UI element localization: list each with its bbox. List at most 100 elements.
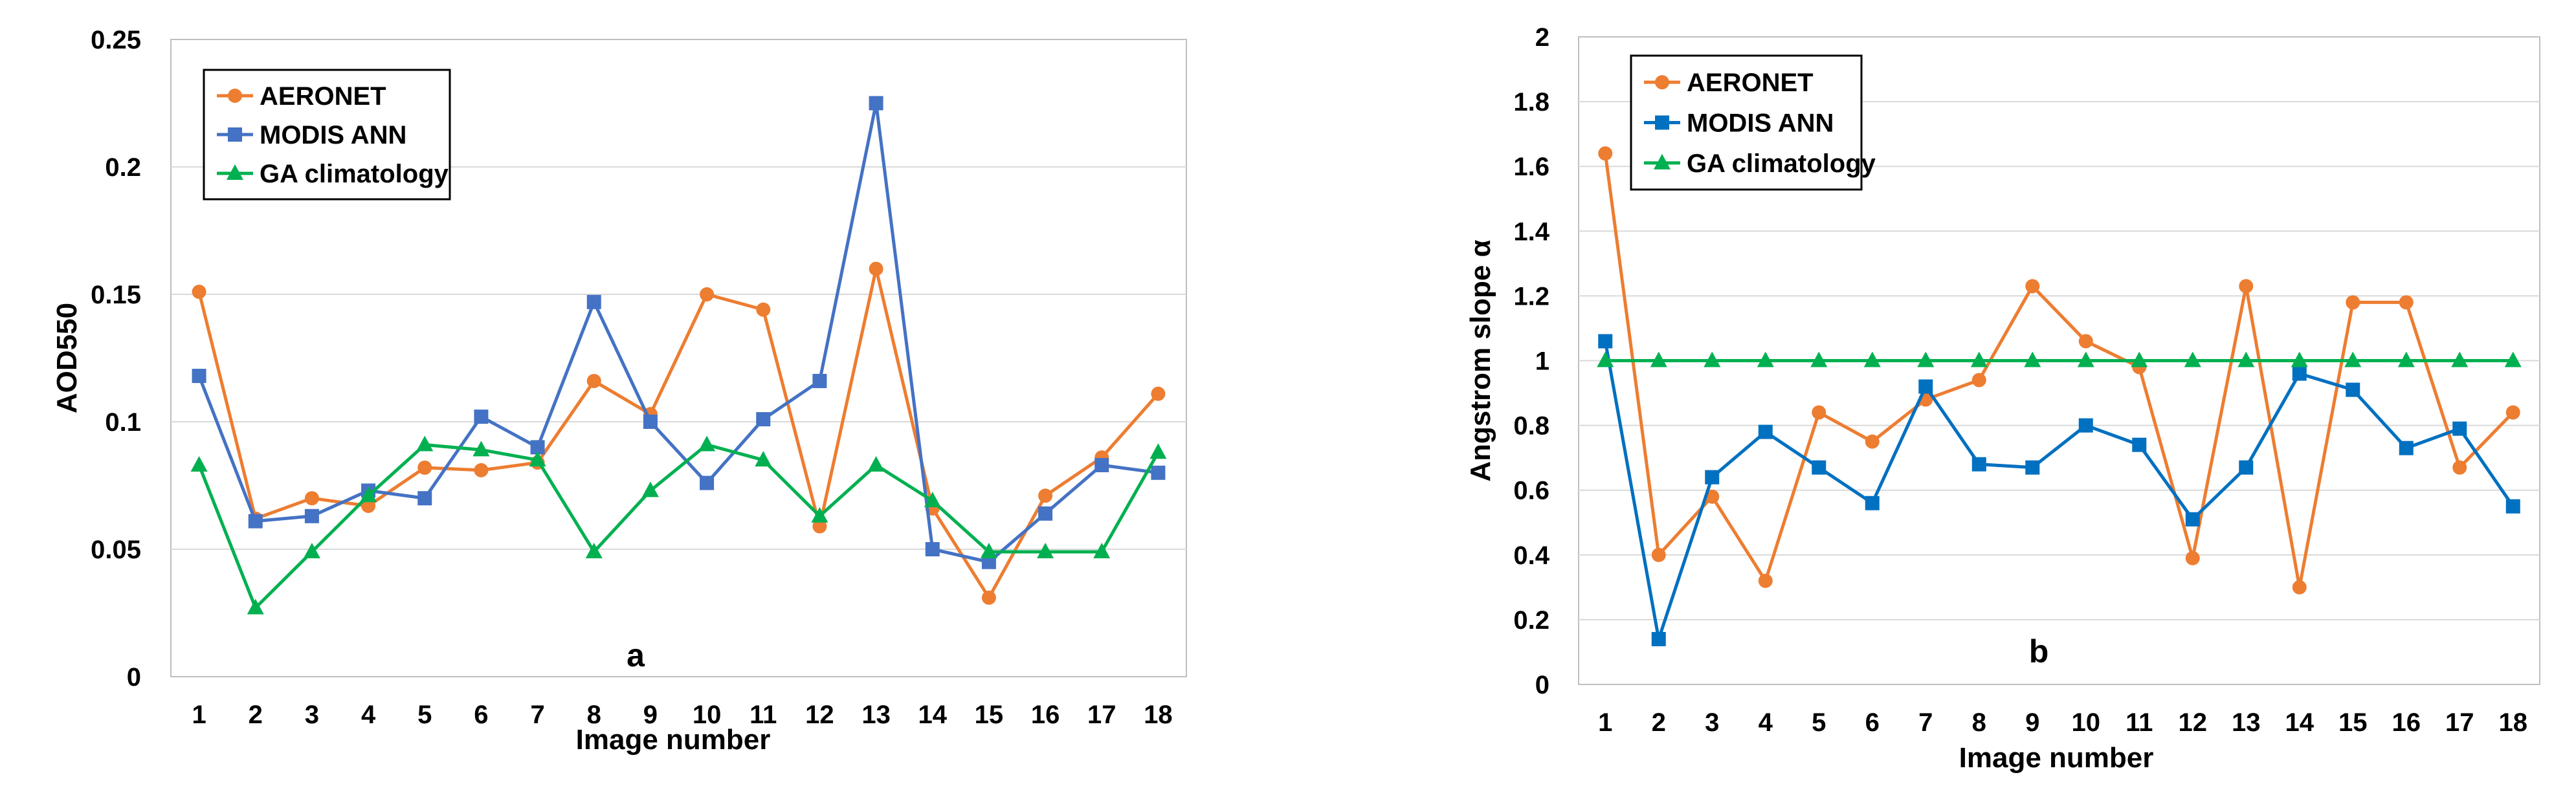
panel-b-point-modis-ann xyxy=(1598,334,1613,349)
panel-a-x-tick-label: 14 xyxy=(918,701,948,729)
panel-b-point-ga-climatology xyxy=(2397,351,2415,367)
panel-b-y-axis-title: Angstrom slope α xyxy=(1465,239,1496,481)
panel-b-point-aeronet xyxy=(1651,547,1666,562)
panel-a-x-tick-label: 5 xyxy=(417,701,432,729)
panel-b-x-tick-label: 17 xyxy=(2445,708,2474,737)
panel-a-point-ga-climatology xyxy=(472,441,490,457)
panel-b-x-tick-label: 12 xyxy=(2179,708,2208,737)
panel-b-x-tick-label: 4 xyxy=(1759,708,1773,737)
panel-b-point-modis-ann xyxy=(2292,366,2307,381)
panel-a-x-tick-label: 4 xyxy=(361,701,376,729)
panel-a-point-ga-climatology xyxy=(585,542,603,558)
panel-a-point-ga-climatology xyxy=(924,492,941,508)
panel-a-point-aeronet xyxy=(700,287,715,301)
panel-a-x-tick-label: 9 xyxy=(643,701,658,729)
panel-b-point-ga-climatology xyxy=(1650,351,1667,367)
panel-b-x-tick-label: 15 xyxy=(2338,708,2368,737)
panel-a-point-modis-ann xyxy=(530,440,545,455)
panel-b-x-tick-label: 1 xyxy=(1598,708,1612,737)
chart-panel-a: 00.050.10.150.20.251 2 3 4 5 6 7 8 9 10 11 12 13 14 15… xyxy=(51,26,1187,756)
panel-b-point-modis-ann xyxy=(1865,496,1880,510)
panel-b-y-tick-label: 0.8 xyxy=(1513,412,1549,441)
panel-a-point-aeronet xyxy=(192,285,206,300)
panel-b-point-ga-climatology xyxy=(1597,351,1614,367)
panel-a-point-aeronet xyxy=(981,590,996,605)
panel-b-x-tick-label: 13 xyxy=(2232,708,2261,737)
panel-b-x-tick-label: 5 xyxy=(1812,708,1826,737)
panel-b-point-aeronet xyxy=(1598,146,1613,161)
panel-b-point-ga-climatology xyxy=(2184,351,2201,367)
panel-a-x-tick-label: 7 xyxy=(530,701,544,729)
panel-b-y-tick-label: 0.6 xyxy=(1513,477,1549,505)
panel-b-x-tick-label: 11 xyxy=(2126,708,2153,737)
panel-a-point-ga-climatology xyxy=(529,451,546,467)
chart-panel-b: 00.20.40.60.811.21.41.61.821 2 3 4 5 6 7 8 9 10 11… xyxy=(1465,23,2540,774)
panel-b-point-aeronet xyxy=(2292,580,2307,595)
panel-b-point-aeronet xyxy=(2078,334,2093,349)
panel-a-point-aeronet xyxy=(586,373,601,388)
panel-b-point-ga-climatology xyxy=(2077,351,2094,367)
panel-a-point-ga-climatology xyxy=(698,435,716,452)
panel-a-point-aeronet xyxy=(474,463,489,477)
panel-a-label: a xyxy=(627,637,645,673)
panel-a-x-tick-label: 1 xyxy=(192,701,206,729)
panel-b-point-modis-ann xyxy=(2505,499,2520,514)
panel-a-x-tick-label: 2 xyxy=(249,701,263,729)
panel-b-y-tick-label: 1.4 xyxy=(1513,217,1549,246)
panel-b-point-aeronet xyxy=(1758,573,1773,588)
panel-a-x-tick-label: 12 xyxy=(805,701,834,729)
panel-b-y-tick-label: 0.2 xyxy=(1513,606,1549,635)
panel-b-series-line-aeronet xyxy=(1603,153,2515,589)
panel-b-point-modis-ann xyxy=(2025,460,2040,475)
panel-a-y-tick-label: 0.25 xyxy=(91,26,141,54)
panel-b-y-tick-label: 1 xyxy=(1535,347,1549,376)
panel-a-point-aeronet xyxy=(1151,386,1166,401)
panel-a-point-ga-climatology xyxy=(360,486,377,503)
panel-b-point-aeronet xyxy=(2239,279,2254,294)
panel-b-point-modis-ann xyxy=(2132,437,2147,452)
panel-a-legend-label-ga-climatology: GA climatology xyxy=(260,160,449,188)
panel-b-x-axis-title: Image number xyxy=(1959,742,2154,774)
panel-b-x-tick-label: 2 xyxy=(1652,708,1666,737)
panel-b-point-modis-ann xyxy=(1758,424,1773,439)
panel-a-point-ga-climatology xyxy=(303,542,320,558)
panel-a-point-modis-ann xyxy=(586,294,601,309)
panel-b-point-aeronet xyxy=(1971,373,1986,388)
panel-b-legend-label-aeronet: AERONET xyxy=(1687,69,1814,97)
panel-a-point-ga-climatology xyxy=(980,542,997,558)
panel-a-point-aeronet xyxy=(417,460,432,475)
panel-b-x-tick-label: 7 xyxy=(1918,708,1933,737)
panel-a-y-tick-label: 0.2 xyxy=(105,153,141,182)
panel-b-y-tick-label: 0 xyxy=(1535,671,1549,699)
panel-a-x-tick-label: 18 xyxy=(1144,701,1173,729)
panel-a-legend-label-aeronet: AERONET xyxy=(260,82,386,111)
panel-a-point-aeronet xyxy=(812,519,827,534)
panel-a-point-ga-climatology xyxy=(1093,542,1111,558)
panel-b-point-aeronet xyxy=(2346,295,2360,310)
panel-b-point-ga-climatology xyxy=(2504,351,2522,367)
panel-b-point-aeronet xyxy=(2399,295,2414,310)
panel-b-legend-label-modis-ann: MODIS ANN xyxy=(1687,109,1834,138)
panel-b-point-aeronet xyxy=(1812,405,1827,420)
panel-a-x-tick-label: 13 xyxy=(861,701,891,729)
panel-a-point-aeronet xyxy=(869,261,883,276)
panel-b-point-modis-ann xyxy=(1971,457,1986,472)
panel-b-y-tick-label: 1.2 xyxy=(1513,282,1549,311)
panel-a-point-aeronet xyxy=(1038,488,1053,503)
panel-a-point-aeronet xyxy=(361,499,376,514)
panel-b-point-ga-climatology xyxy=(1863,351,1881,367)
panel-b-point-aeronet xyxy=(2452,460,2467,475)
panel-a-point-modis-ann xyxy=(643,415,658,429)
panel-b-point-ga-climatology xyxy=(1757,351,1774,367)
panel-b-point-modis-ann xyxy=(2399,441,2414,455)
panel-b-point-modis-ann xyxy=(1705,470,1720,485)
panel-a-y-tick-label: 0.05 xyxy=(91,536,141,564)
panel-a-series-line-modis-ann xyxy=(197,102,1159,564)
panel-a-y-axis-title: AOD550 xyxy=(51,303,83,413)
panel-b-point-modis-ann xyxy=(1918,379,1933,394)
panel-a-point-modis-ann xyxy=(925,542,940,556)
panel-b-point-modis-ann xyxy=(2185,512,2200,527)
panel-b-y-tick-label: 1.8 xyxy=(1513,88,1549,116)
panel-b-x-tick-label: 14 xyxy=(2285,708,2315,737)
panel-b-x-tick-label: 6 xyxy=(1865,708,1880,737)
